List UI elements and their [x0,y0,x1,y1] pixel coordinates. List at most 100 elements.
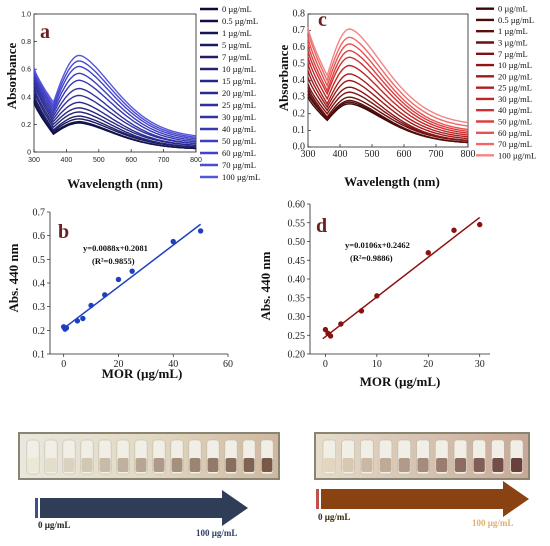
x-tick-label: 20 [113,359,123,370]
legend-label: 0 µg/mL [222,4,252,14]
vial-solution [189,458,201,472]
spectrum-line [307,76,469,142]
data-point [425,250,431,256]
arrow-right [316,481,529,517]
x-tick-label: 600 [397,149,412,160]
spectrum-line [33,89,197,148]
x-tick-label: 40 [168,359,178,370]
spectrum-line [33,65,197,140]
data-point [338,321,344,327]
y-tick-label: 0.45 [288,256,306,267]
vial-solution [99,458,111,472]
legend-label: 7 µg/mL [222,52,252,62]
spectrum-line [307,70,469,140]
panel-label-b: b [58,221,69,243]
left-start-label: 0 µg/mL [38,520,71,530]
y-tick-label: 0.4 [21,94,31,101]
spectrum-line [307,27,469,124]
panel-label-d: d [316,215,327,237]
x-tick-label: 30 [475,359,485,370]
legend-label: 30 µg/mL [498,94,532,104]
legend-label: 50 µg/mL [222,136,256,146]
legend-label: 100 µg/mL [222,172,260,182]
y-tick-label: 0.5 [33,255,46,266]
legend-label: 0.5 µg/mL [498,15,534,25]
y-tick-label: 0.50 [288,237,306,248]
y-tick-label: 0.3 [293,92,306,103]
y-tick-label: 1.0 [21,12,31,19]
vial-solution [436,458,448,472]
fit-line [322,216,481,340]
legend-label: 0 µg/mL [498,4,528,14]
vial-solution [473,458,485,472]
y-tick-label: 0.6 [293,42,306,53]
vial-solution [135,458,147,472]
left-end-label: 100 µg/mL [196,528,238,538]
spectrum-line [307,30,469,127]
vial-solution [153,458,165,472]
x-tick-label: 10 [372,359,382,370]
vial-solution [417,458,429,472]
legend-label: 20 µg/mL [498,71,532,81]
spectrum-line [33,60,197,138]
legend-label: 15 µg/mL [222,76,256,86]
y-tick-label: 0.40 [288,275,306,286]
right-end-label: 100 µg/mL [472,518,514,528]
fit-r2: (R²=0.9855) [92,256,135,266]
data-point [63,325,70,331]
legend-label: 10 µg/mL [498,60,532,70]
vial-solution [342,458,354,472]
legend-label: 5 µg/mL [222,40,252,50]
y-tick-label: 0.2 [21,122,31,129]
panel-label-a: a [40,21,50,43]
legend-label: 70 µg/mL [498,139,532,149]
vial-solution [361,458,373,472]
x-tick-label: 700 [429,149,444,160]
panel-label-c: c [318,9,327,31]
data-point [115,276,122,283]
y-tick-label: 0.2 [293,108,306,119]
spectrum-line [307,43,469,132]
x-tick-label: 500 [365,149,380,160]
vial-solution [492,458,504,472]
spectrum-line [307,63,469,138]
vial-solution [398,458,410,472]
spectrum-line [33,54,197,137]
fit-r2: (R²=0.9886) [350,253,393,263]
legend-label: 40 µg/mL [498,105,532,115]
spectrum-line [33,77,197,145]
x-tick-label: 60 [223,359,233,370]
y-tick-label: 0.20 [288,350,306,361]
data-point [327,333,334,339]
spectrum-line [33,99,196,150]
data-point [74,318,81,324]
y-axis-label: Abs. 440 nm [6,243,21,312]
spectrum-line [307,37,469,131]
data-point [358,308,365,314]
data-point [102,292,108,298]
legend-label: 50 µg/mL [498,117,532,127]
legend-label: 1 µg/mL [498,26,528,36]
y-tick-label: 0.0 [293,142,306,153]
vial-solution [117,458,129,472]
x-tick-label: 500 [93,157,105,164]
x-tick-label: 800 [461,149,476,160]
y-tick-label: 0.1 [293,125,306,136]
y-tick-label: 0.1 [33,350,46,361]
x-axis-label: Wavelength (nm) [344,174,440,189]
legend-label: 7 µg/mL [498,49,528,59]
x-tick-label: 20 [423,359,433,370]
legend-label: 0.5 µg/mL [222,16,258,26]
photo-left [18,432,280,480]
arrow-left [35,490,248,526]
right-start-label: 0 µg/mL [318,512,351,522]
data-point [80,315,86,322]
spectrum-line [307,50,469,134]
vial-solution [379,458,392,472]
y-tick-label: 0 [27,150,31,157]
y-axis-label: Absorbance [276,45,291,112]
